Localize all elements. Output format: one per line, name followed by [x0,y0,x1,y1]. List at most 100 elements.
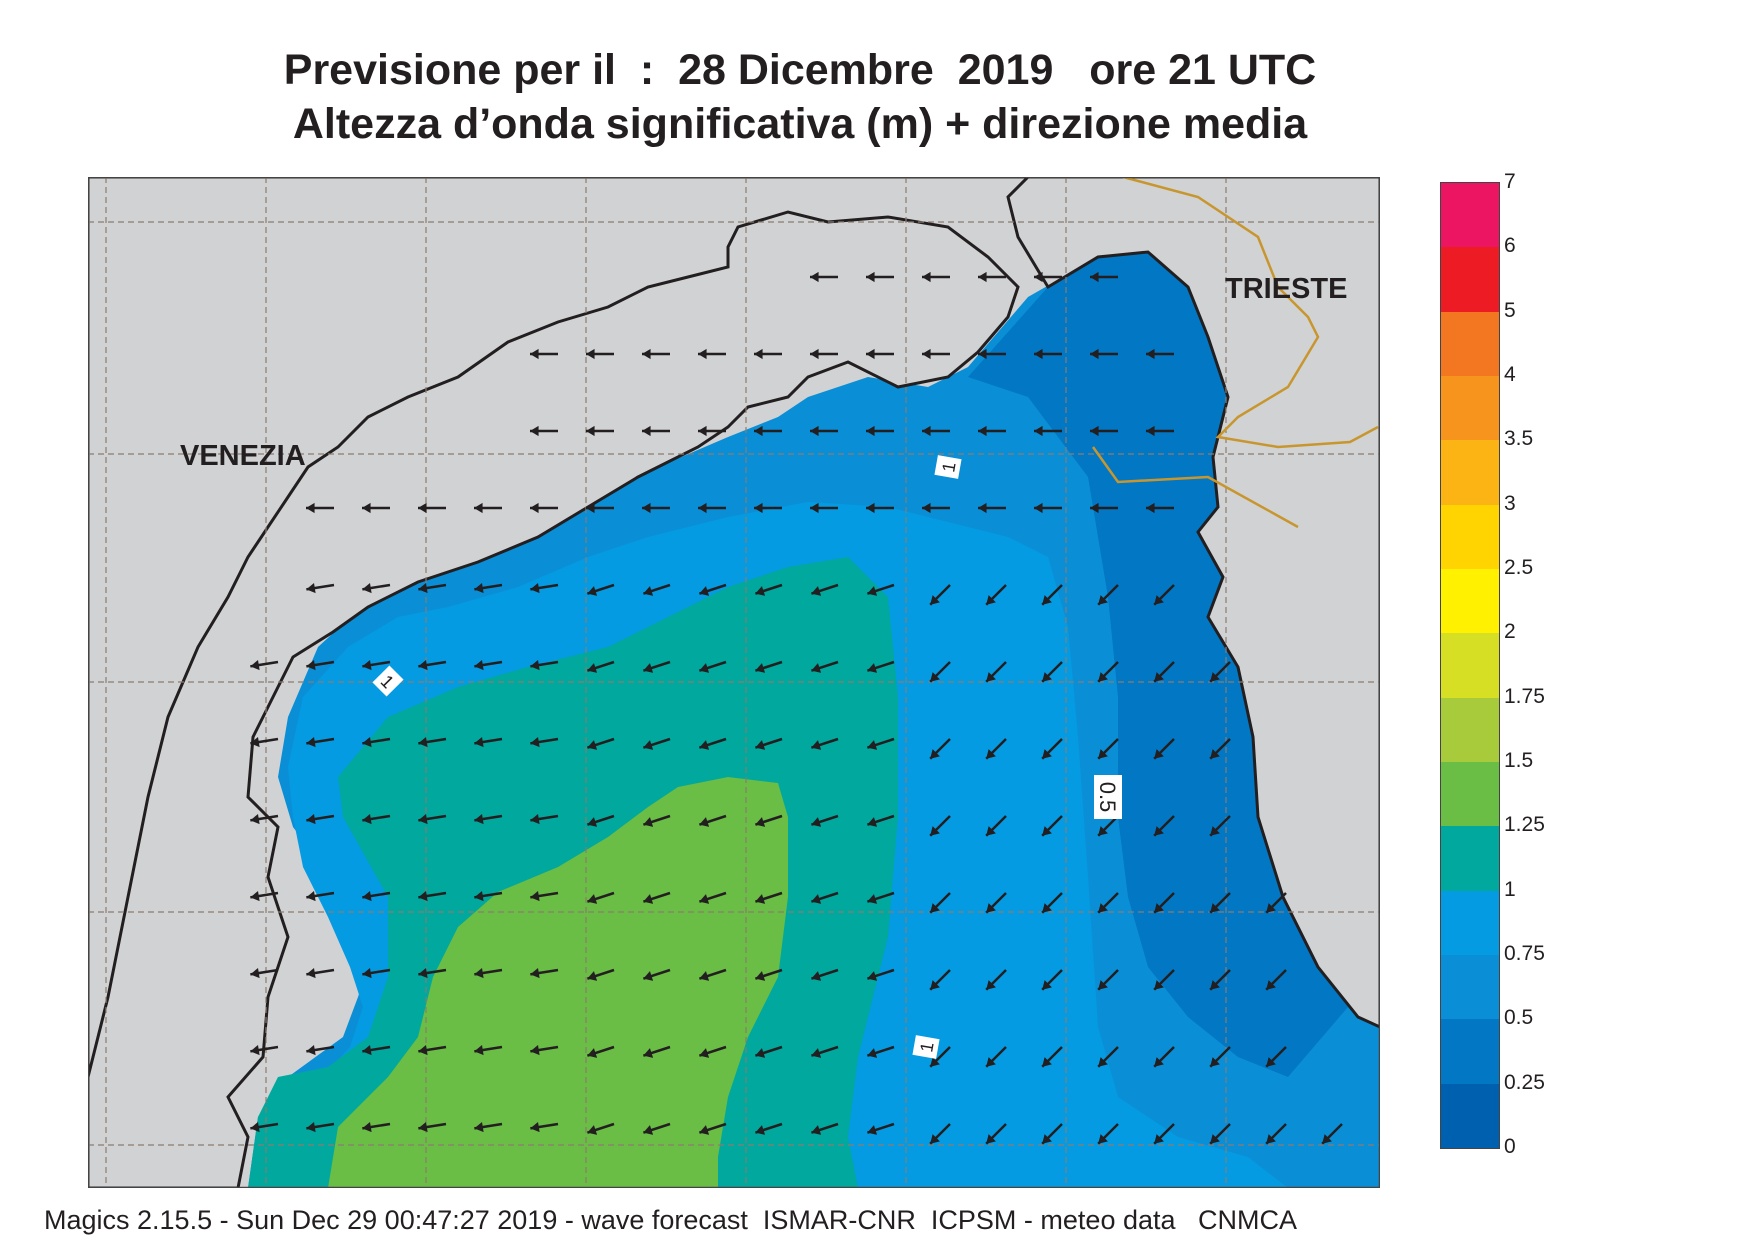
city-label-venezia: VENEZIA [180,440,306,472]
wave-direction-arrowhead [587,586,598,596]
legend-tick-label: 7 [1504,170,1516,193]
legend-tick-label: 0.5 [1504,1006,1534,1030]
legend-swatch [1441,183,1499,248]
wave-direction-arrowhead [867,586,878,596]
wave-direction-arrowhead [250,967,260,979]
wave-direction-arrowhead [922,502,931,514]
wave-direction-arrowhead [474,1121,484,1133]
wave-direction-arrowhead [306,659,316,671]
legend-swatch [1441,890,1499,955]
wave-direction-arrowhead [755,817,766,827]
wave-direction-arrowhead [1210,903,1220,913]
wave-direction-arrowhead [811,971,822,981]
wave-direction-arrowhead [587,663,598,673]
wave-direction-arrowhead [306,502,315,514]
land-lagoon [88,177,1380,1188]
wave-direction-arrowhead [1146,425,1155,437]
wave-direction-arrowhead [930,749,940,759]
wave-direction-arrowhead [978,271,987,283]
wave-direction-arrowhead [362,1121,372,1133]
wave-direction-arrowhead [1210,672,1220,682]
wave-direction-arrowhead [474,582,484,594]
contour-label: 1 [912,1035,940,1059]
svg-text:1: 1 [938,461,959,474]
legend-tick-label: 1.5 [1504,749,1534,772]
legend-swatch [1441,247,1499,312]
wave-direction-arrowhead [1090,425,1099,437]
wave-direction-arrowhead [930,1057,940,1067]
wave-direction-arrowhead [250,736,260,748]
wave-direction-arrowhead [474,659,484,671]
wave-direction-arrowhead [1098,980,1108,990]
wave-direction-arrowhead [1034,348,1043,360]
wave-direction-arrowhead [587,971,598,981]
wave-direction-arrowhead [978,425,987,437]
wave-direction-arrowhead [1034,425,1043,437]
wave-direction-arrowhead [643,663,654,673]
wave-direction-arrowhead [474,1044,484,1056]
wave-direction-arrowhead [930,903,940,913]
wave-direction-arrowhead [811,1048,822,1058]
wave-direction-arrowhead [474,967,484,979]
wave-direction-arrowhead [986,595,996,605]
wave-direction-arrowhead [306,813,316,825]
legend-swatch [1441,440,1499,505]
wave-direction-arrowhead [698,425,707,437]
wave-direction-arrowhead [1154,980,1164,990]
wave-direction-arrowhead [1034,271,1043,283]
wave-direction-arrowhead [1098,749,1108,759]
wave-direction-arrowhead [978,348,987,360]
wave-direction-arrowhead [1154,1057,1164,1067]
wave-direction-arrowhead [418,967,428,979]
wave-direction-arrowhead [530,967,540,979]
wave-direction-arrowhead [1042,672,1052,682]
wave-direction-arrowhead [986,903,996,913]
wave-direction-arrowhead [474,502,483,514]
legend-swatch [1441,1083,1499,1148]
legend-tick-label: 6 [1504,234,1516,258]
wave-direction-arrowhead [1098,672,1108,682]
wave-direction-arrowhead [986,1134,996,1144]
sea-band-025-050 [968,252,1348,1077]
color-scale-legend [1440,182,1500,1149]
legend-swatch [1441,697,1499,762]
wave-direction-arrowhead [643,817,654,827]
wave-direction-arrowhead [1154,749,1164,759]
wave-direction-arrowhead [250,1044,260,1056]
wave-direction-arrowhead [530,1121,540,1133]
wave-direction-arrowhead [811,1125,822,1135]
national-border [1091,177,1379,529]
wave-direction-arrowhead [867,1125,878,1135]
wave-direction-arrowhead [530,1044,540,1056]
wave-direction-arrowhead [755,1125,766,1135]
wave-direction-arrowhead [867,1048,878,1058]
wave-direction-arrowhead [587,1048,598,1058]
wave-direction-arrowhead [1210,1134,1220,1144]
wave-direction-arrowhead [643,586,654,596]
footer-credits: Magics 2.15.5 - Sun Dec 29 00:47:27 2019… [44,1205,1298,1235]
wave-direction-arrowhead [922,348,931,360]
wave-direction-arrowhead [362,813,372,825]
wave-direction-arrowhead [1154,1134,1164,1144]
wave-direction-arrowhead [810,271,819,283]
wave-direction-arrowhead [587,894,598,904]
legend-tick-label: 1 [1504,877,1516,901]
contour-label: 0.5 [1094,775,1122,819]
wave-direction-arrowhead [362,502,371,514]
wave-direction-arrowhead [530,736,540,748]
wave-direction-arrowhead [866,271,875,283]
wave-direction-arrowhead [867,817,878,827]
wave-direction-arrowhead [586,502,595,514]
sea-band-125-150 [328,777,788,1188]
wave-direction-arrowhead [755,740,766,750]
wave-direction-arrowhead [1098,903,1108,913]
wave-direction-arrowhead [643,1125,654,1135]
wave-direction-arrowhead [418,502,427,514]
wave-direction-arrowhead [306,967,316,979]
wave-direction-arrowhead [1098,826,1108,836]
wave-direction-arrowhead [1210,1057,1220,1067]
wave-direction-arrowhead [811,740,822,750]
legend-tick-label: 2 [1504,620,1516,644]
wave-direction-arrowhead [699,971,710,981]
wave-direction-arrowhead [930,672,940,682]
